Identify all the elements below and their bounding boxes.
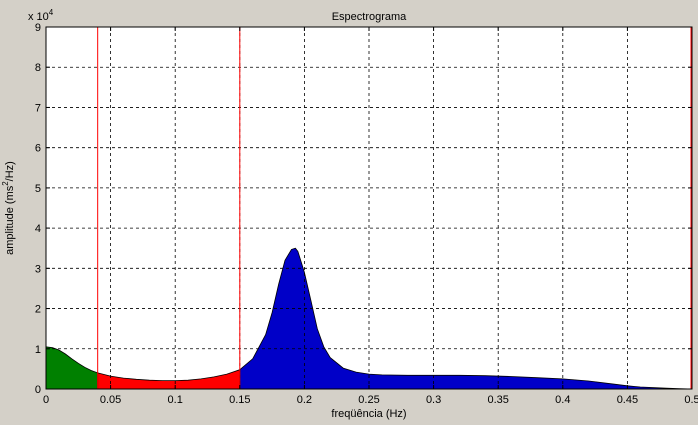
band-area-2	[97, 369, 241, 390]
y-tick-label: 4	[35, 223, 41, 235]
x-tick-label: 0	[43, 394, 49, 406]
y-tick-label: 9	[35, 22, 41, 34]
y-tick-label: 3	[35, 263, 41, 275]
x-tick-label: 0.15	[229, 394, 250, 406]
x-tick-label: 0.2	[297, 394, 312, 406]
y-tick-label: 6	[35, 143, 41, 155]
y-exponent-power: 4	[49, 8, 54, 17]
y-axis-label-end: /Hz)	[4, 161, 16, 181]
y-tick-label: 0	[35, 384, 41, 396]
y-tick-label: 2	[35, 304, 41, 316]
y-tick-label: 8	[35, 62, 41, 74]
axis-ticks: 0 0.05 0.1 0.15 0.2 0.25 0.3 0.35 0.4 0.45 0.5 0 1 2 3…	[35, 22, 698, 406]
y-axis-label-sup: 2	[1, 181, 10, 186]
y-axis-label: amplitude (ms2/Hz)	[1, 161, 16, 255]
x-tick-label: 0.25	[358, 394, 379, 406]
y-tick-label: 5	[35, 183, 41, 195]
y-tick-label: 7	[35, 102, 41, 114]
x-tick-label: 0.4	[555, 394, 570, 406]
y-exponent-label: x 104	[28, 8, 54, 23]
x-tick-label: 0.1	[168, 394, 183, 406]
spectrum-areas	[45, 247, 693, 390]
chart-title: Espectrograma	[332, 11, 407, 23]
x-tick-label: 0.45	[617, 394, 638, 406]
x-tick-label: 0.3	[426, 394, 441, 406]
band-area-3	[239, 247, 693, 390]
x-axis-label: freqüência (Hz)	[331, 408, 406, 420]
y-tick-label: 1	[35, 344, 41, 356]
y-axis-label-main: amplitude (ms	[4, 185, 16, 255]
band-limit-lines	[97, 27, 692, 389]
x-tick-label: 0.5	[684, 394, 698, 406]
y-exponent-base: x 10	[28, 11, 49, 23]
x-tick-label: 0.35	[487, 394, 508, 406]
x-tick-label: 0.05	[100, 394, 121, 406]
